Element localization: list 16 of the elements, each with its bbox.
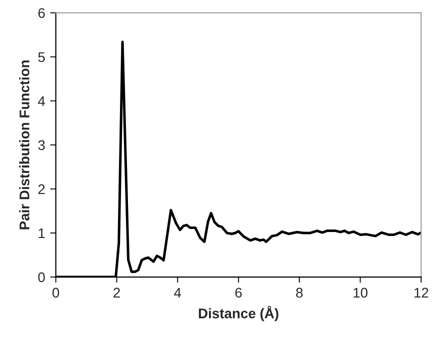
x-tick-label: 4 <box>174 288 182 298</box>
y-axis-title: Pair Distribution Function <box>19 60 30 230</box>
y-tick-label: 6 <box>38 8 45 18</box>
x-tick-label: 8 <box>296 288 303 298</box>
y-tick-label: 1 <box>38 228 45 238</box>
x-tick-label: 12 <box>414 288 428 298</box>
y-tick-label: 4 <box>38 96 45 106</box>
y-tick-label: 0 <box>38 272 45 282</box>
y-tick-label: 2 <box>38 184 45 194</box>
x-tick-label: 2 <box>114 288 120 298</box>
x-tick-label: 10 <box>354 288 368 298</box>
x-axis-title: Distance (Å) <box>198 306 278 322</box>
y-tick-label: 3 <box>38 140 45 150</box>
x-tick-label: 0 <box>52 288 60 298</box>
y-tick-label: 5 <box>38 52 45 62</box>
x-tick-label: 6 <box>235 288 242 298</box>
